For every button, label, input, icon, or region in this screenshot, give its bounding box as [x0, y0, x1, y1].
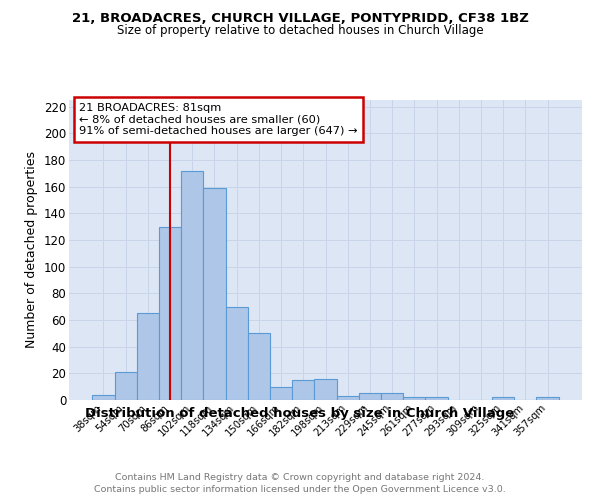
Bar: [159, 226, 181, 400]
Text: Contains HM Land Registry data © Crown copyright and database right 2024.: Contains HM Land Registry data © Crown c…: [115, 472, 485, 482]
Bar: [292, 380, 314, 400]
Bar: [115, 372, 137, 400]
Bar: [226, 306, 248, 400]
Bar: [359, 394, 381, 400]
Bar: [137, 314, 159, 400]
Y-axis label: Number of detached properties: Number of detached properties: [25, 152, 38, 348]
Text: 21 BROADACRES: 81sqm
← 8% of detached houses are smaller (60)
91% of semi-detach: 21 BROADACRES: 81sqm ← 8% of detached ho…: [79, 103, 358, 136]
Bar: [337, 396, 359, 400]
Bar: [203, 188, 226, 400]
Bar: [314, 378, 337, 400]
Bar: [536, 398, 559, 400]
Text: 21, BROADACRES, CHURCH VILLAGE, PONTYPRIDD, CF38 1BZ: 21, BROADACRES, CHURCH VILLAGE, PONTYPRI…: [71, 12, 529, 26]
Bar: [425, 398, 448, 400]
Bar: [181, 170, 203, 400]
Bar: [92, 394, 115, 400]
Bar: [270, 386, 292, 400]
Bar: [403, 398, 425, 400]
Text: Distribution of detached houses by size in Church Village: Distribution of detached houses by size …: [85, 408, 515, 420]
Bar: [248, 334, 270, 400]
Text: Contains public sector information licensed under the Open Government Licence v3: Contains public sector information licen…: [94, 485, 506, 494]
Bar: [492, 398, 514, 400]
Bar: [381, 394, 403, 400]
Text: Size of property relative to detached houses in Church Village: Size of property relative to detached ho…: [116, 24, 484, 37]
